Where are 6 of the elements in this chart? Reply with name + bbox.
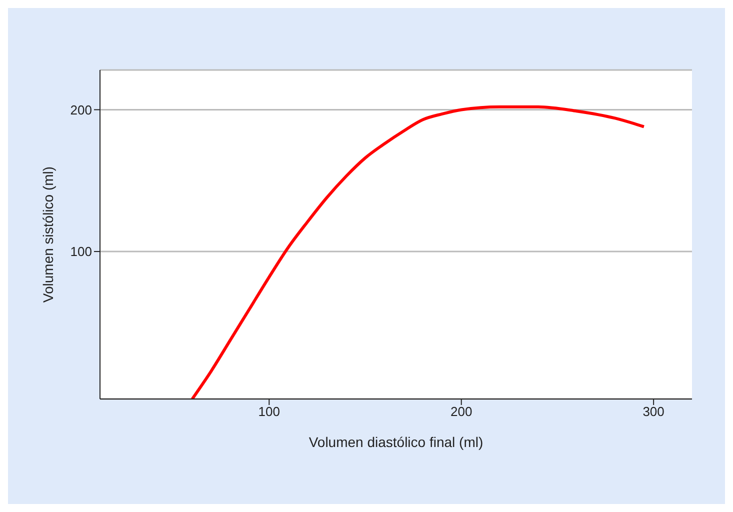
x-axis-title: Volumen diastólico final (ml)	[308, 434, 484, 450]
x-tick-label: 100	[258, 404, 280, 420]
line-series	[190, 105, 646, 399]
y-axis-title: Volumen sistólico (ml)	[40, 166, 56, 303]
x-tick-label: 200	[450, 404, 472, 420]
x-tick-label: 300	[642, 404, 664, 420]
